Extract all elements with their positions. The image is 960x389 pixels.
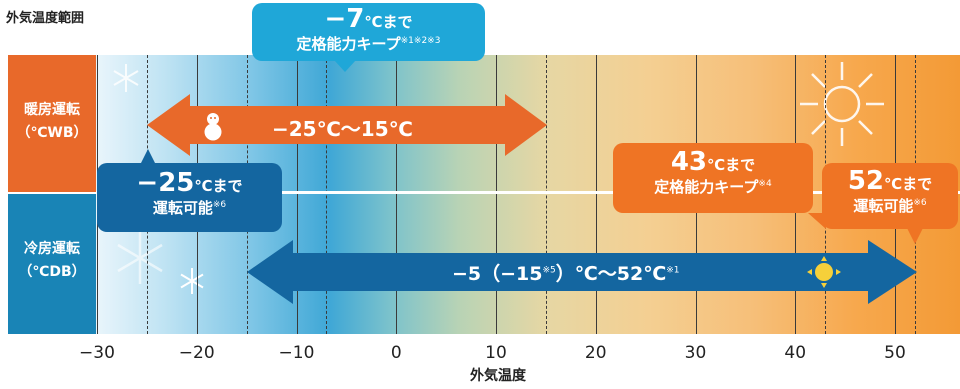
x-tick-label: 40 <box>784 343 807 363</box>
threshold-marker <box>545 55 547 334</box>
cooling-range-label: −5（−15※5）℃〜52℃※1 <box>452 259 680 286</box>
cooling-range-note-5: ※5 <box>542 265 556 276</box>
callout-rated-cooling: 43℃まで 定格能力キープ※4 <box>613 143 813 213</box>
gridline <box>496 55 497 334</box>
callout-rated-cooling-value: 43 <box>670 147 707 177</box>
gridline <box>595 55 597 334</box>
callout-pointer-rated-heating <box>334 60 356 72</box>
sun-icon <box>800 62 884 146</box>
callout-rated-heating-unit: ℃まで <box>364 13 413 31</box>
row-divider <box>96 191 960 194</box>
cooling-range-arrow <box>247 240 917 304</box>
cooling-row-label-line1: 冷房運転 <box>24 241 80 257</box>
callout-cooling-max-value: 52 <box>847 166 884 196</box>
sun-icon <box>807 256 841 288</box>
x-tick-label: 10 <box>485 343 507 363</box>
callout-pointer-cooling-max <box>906 226 924 244</box>
cooling-range-note-1: ※1 <box>666 265 680 276</box>
cooling-row-label-line2: （℃DB） <box>18 264 86 280</box>
callout-pointer-rated-cooling <box>808 213 826 229</box>
page-title: 外気温度範囲 <box>6 11 85 26</box>
gridline <box>296 55 298 334</box>
x-tick-label: 20 <box>584 343 607 363</box>
x-tick-label: 50 <box>884 343 906 363</box>
heating-row-label-line1: 暖房運転 <box>24 102 80 118</box>
callout-heating-min-note: ※6 <box>212 200 227 210</box>
snowflake-icon <box>113 64 139 92</box>
heating-row-label: 暖房運転 （℃WB） <box>8 55 96 192</box>
callout-heating-min: −25℃まで 運転可能※6 <box>97 163 282 232</box>
x-tick-label: −10 <box>278 343 315 363</box>
callout-rated-cooling-note: ※4 <box>758 179 772 189</box>
callout-pointer-heating-min <box>140 149 156 165</box>
callout-rated-heating-note: ※1※2※3 <box>400 36 441 46</box>
heating-row-label-line2: （℃WB） <box>16 125 88 141</box>
callout-rated-cooling-text: 定格能力キープ <box>654 178 759 196</box>
cooling-range-label-a: −5（−15 <box>452 263 543 285</box>
gridline <box>396 55 398 334</box>
callout-heating-min-unit: ℃まで <box>194 177 243 195</box>
snowflake-icon <box>180 268 204 294</box>
cooling-row-label: 冷房運転 （℃DB） <box>8 194 96 334</box>
heating-range-arrow <box>147 94 547 156</box>
callout-rated-heating-value: −7 <box>324 4 365 34</box>
callout-cooling-max-note: ※6 <box>913 198 927 208</box>
callout-rated-heating: −7℃まで 定格能力キープ※1※2※3 <box>252 3 485 61</box>
snowflake-icon <box>117 232 163 284</box>
x-tick-label: −30 <box>79 343 115 363</box>
callout-cooling-max: 52℃まで 運転可能※6 <box>822 163 958 229</box>
callout-heating-min-value: −25 <box>136 168 195 198</box>
callout-cooling-max-text: 運転可能 <box>853 197 914 215</box>
callout-cooling-max-unit: ℃まで <box>884 175 933 193</box>
snowman-icon <box>204 113 222 141</box>
x-tick-label: 0 <box>390 343 402 363</box>
callout-rated-cooling-unit: ℃まで <box>707 156 756 174</box>
x-tick-label: 30 <box>684 343 707 363</box>
x-tick-label: −20 <box>178 343 215 363</box>
x-axis-label: 外気温度 <box>470 368 526 384</box>
callout-rated-heating-text: 定格能力キープ <box>296 35 401 53</box>
cooling-range-label-b: ）℃〜52℃ <box>555 263 667 285</box>
threshold-marker <box>326 55 328 334</box>
heating-range-label: −25℃〜15℃ <box>272 117 413 141</box>
callout-heating-min-text: 運転可能 <box>152 199 213 217</box>
